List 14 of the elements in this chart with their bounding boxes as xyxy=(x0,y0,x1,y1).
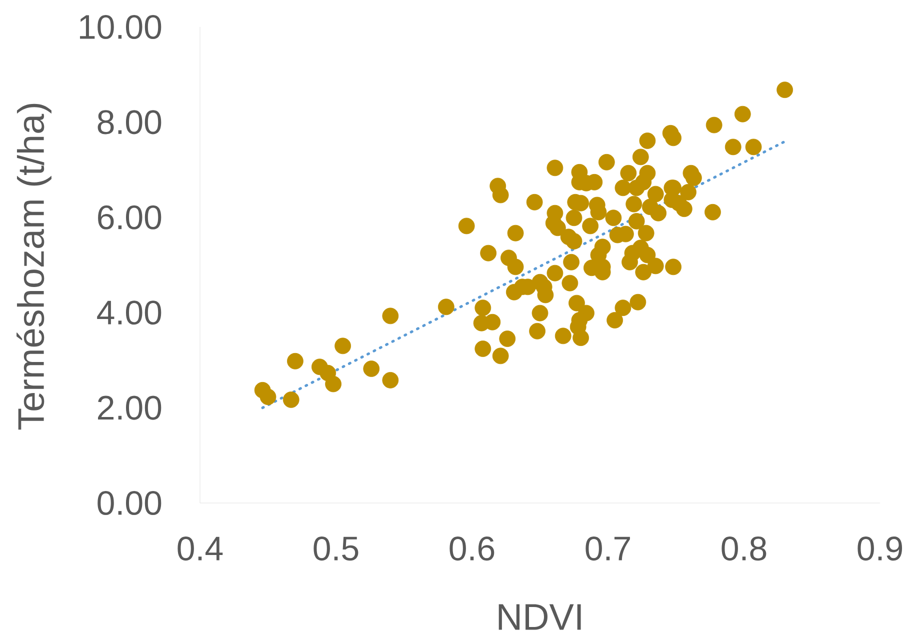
y-tick-label: 10.00 xyxy=(80,14,162,40)
x-tick-label: 0.7 xyxy=(586,536,630,561)
y-tick-label: 2.00 xyxy=(98,396,162,420)
x-axis-title: NDVI xyxy=(498,604,581,630)
x-tick-label: 0.5 xyxy=(314,536,358,561)
x-tick-label: 0.6 xyxy=(450,536,494,561)
y-tick-label: 4.00 xyxy=(97,300,162,325)
y-tick-label: 6.00 xyxy=(98,205,162,230)
y-tick-label: 0.00 xyxy=(98,490,162,516)
y-axis-title: Terméshozam (t/ha) xyxy=(16,104,52,430)
x-tick-label: 0.4 xyxy=(178,536,223,561)
y-tick-label: 8.00 xyxy=(98,110,162,134)
x-tick-label: 0.9 xyxy=(858,536,902,561)
x-tick-label: 0.8 xyxy=(722,536,766,561)
